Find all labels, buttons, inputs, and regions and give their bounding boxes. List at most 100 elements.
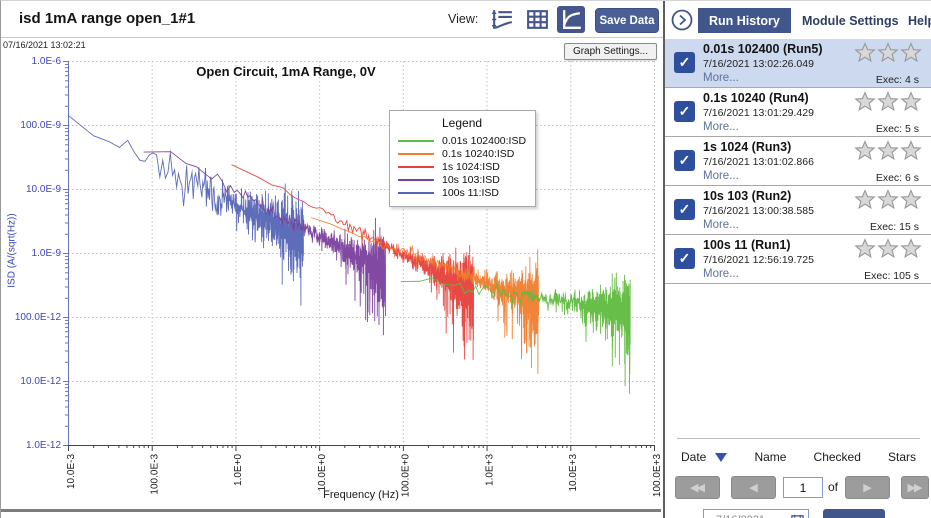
side-panel: Run History Module Settings Help ✓ 0.01s …: [663, 1, 931, 518]
date-picker-field[interactable]: 7/16/2021: [703, 509, 809, 518]
legend-entry: 100s 11:ISD: [398, 186, 529, 199]
run-checkbox[interactable]: ✓: [674, 199, 695, 220]
legend-swatch: [398, 140, 434, 142]
bottom-cut-row: 7/16/2021: [665, 506, 931, 518]
graph-settings-button[interactable]: Graph Settings...: [564, 43, 657, 60]
star-icon[interactable]: [877, 91, 899, 112]
legend-swatch: [398, 153, 434, 155]
star-icon[interactable]: [900, 91, 922, 112]
legend-entry: 0.01s 102400:ISD: [398, 134, 529, 147]
star-icon[interactable]: [900, 42, 922, 63]
chevron-right-circle-icon: [671, 9, 693, 31]
run-history-item[interactable]: ✓ 10s 103 (Run2) 7/16/2021 13:00:38.585 Mor…: [665, 186, 931, 235]
graph-view-button[interactable]: [557, 6, 585, 33]
panel-bottom-bar: Date Name Checked Stars ◀◀ ◀ of 1 ▶ ▶▶: [665, 438, 931, 518]
run-history-list: ✓ 0.01s 102400 (Run5) 7/16/2021 13:02:26.0…: [665, 39, 931, 284]
run-exec-time: Exec: 5 s: [876, 123, 919, 135]
sort-by-name[interactable]: Name: [754, 450, 786, 464]
legend-label: 1s 1024:ISD: [442, 161, 500, 173]
bottom-divider: [677, 438, 920, 439]
panel-tab-bar: Run History Module Settings Help: [665, 1, 931, 39]
pane-bottom-divider: [1, 509, 661, 512]
legend-entry: 1s 1024:ISD: [398, 160, 529, 173]
first-page-button[interactable]: ◀◀: [675, 476, 720, 499]
legend-label: 10s 103:ISD: [442, 174, 500, 186]
star-icon[interactable]: [877, 140, 899, 161]
star-icon[interactable]: [877, 42, 899, 63]
run-more-link[interactable]: More...: [703, 170, 739, 182]
sort-by-checked[interactable]: Checked: [814, 450, 861, 464]
sort-date-label: Date: [681, 450, 706, 464]
run-exec-time: Exec: 6 s: [876, 172, 919, 184]
run-exec-time: Exec: 105 s: [864, 270, 919, 282]
pager: ◀◀ ◀ of 1 ▶ ▶▶: [665, 476, 931, 499]
plot-timestamp: 07/16/2021 13:02:21: [3, 40, 86, 50]
legend-label: 0.01s 102400:ISD: [442, 135, 526, 147]
run-rating[interactable]: [854, 189, 922, 210]
run-checkbox[interactable]: ✓: [674, 52, 695, 73]
page-title: isd 1mA range open_1#1: [19, 10, 195, 27]
run-checkbox[interactable]: ✓: [674, 150, 695, 171]
tab-help[interactable]: Help: [897, 8, 931, 33]
run-name: 10s 103 (Run2): [703, 189, 791, 203]
run-timestamp: 7/16/2021 13:01:29.429: [703, 107, 814, 119]
star-icon[interactable]: [877, 189, 899, 210]
graph-pane: isd 1mA range open_1#1 View:: [1, 1, 663, 518]
panel-collapse-button[interactable]: [671, 9, 693, 31]
run-checkbox[interactable]: ✓: [674, 101, 695, 122]
run-timestamp: 7/16/2021 13:00:38.585: [703, 205, 814, 217]
star-icon[interactable]: [854, 140, 876, 161]
star-icon[interactable]: [900, 238, 922, 259]
bottom-action-button[interactable]: [823, 509, 885, 518]
run-more-link[interactable]: More...: [703, 219, 739, 231]
run-history-item[interactable]: ✓0.1s 10240 (Run4)7/16/2021 13:01:29.429…: [665, 88, 931, 137]
chart-legend: Legend 0.01s 102400:ISD0.1s 10240:ISD1s …: [389, 110, 536, 207]
star-icon[interactable]: [854, 189, 876, 210]
tab-module-settings[interactable]: Module Settings: [791, 8, 910, 33]
date-value: 7/16/2021: [716, 514, 765, 518]
run-history-item[interactable]: ✓100s 11 (Run1)7/16/2021 12:56:19.725Mor…: [665, 235, 931, 284]
star-icon[interactable]: [877, 238, 899, 259]
next-page-button[interactable]: ▶: [845, 476, 890, 499]
run-history-item[interactable]: ✓1s 1024 (Run3)7/16/2021 13:01:02.866Mor…: [665, 137, 931, 186]
star-icon[interactable]: [854, 238, 876, 259]
calendar-icon: [791, 514, 804, 518]
run-name: 0.01s 102400 (Run5): [703, 42, 823, 56]
legend-swatch: [398, 192, 434, 194]
x-axis-title: Frequency (Hz): [271, 489, 451, 501]
run-exec-time: Exec: 15 s: [870, 221, 919, 233]
legend-entry: 10s 103:ISD: [398, 173, 529, 186]
star-icon[interactable]: [900, 140, 922, 161]
of-text: of: [828, 480, 838, 494]
sort-by-date[interactable]: Date: [681, 450, 727, 464]
run-name: 1s 1024 (Run3): [703, 140, 791, 154]
run-rating[interactable]: [854, 42, 922, 63]
sort-by-stars[interactable]: Stars: [888, 450, 916, 464]
star-icon[interactable]: [900, 189, 922, 210]
previous-page-button[interactable]: ◀: [731, 476, 776, 499]
run-rating[interactable]: [854, 140, 922, 161]
chart-title: Open Circuit, 1mA Range, 0V: [161, 64, 411, 79]
table-view-icon: [525, 7, 550, 32]
page-number-input[interactable]: [783, 477, 823, 498]
tab-run-history[interactable]: Run History: [698, 8, 791, 33]
star-icon[interactable]: [854, 91, 876, 112]
last-page-button[interactable]: ▶▶: [901, 476, 929, 499]
combined-view-button[interactable]: [488, 6, 516, 33]
save-data-button[interactable]: Save Data: [595, 8, 659, 33]
run-rating[interactable]: [854, 91, 922, 112]
view-label: View:: [448, 12, 478, 26]
run-checkbox[interactable]: ✓: [674, 248, 695, 269]
run-more-link[interactable]: More...: [703, 72, 739, 84]
run-more-link[interactable]: More...: [703, 121, 739, 133]
star-icon[interactable]: [854, 42, 876, 63]
run-exec-time: Exec: 4 s: [876, 74, 919, 86]
legend-swatch: [398, 179, 434, 181]
table-view-button[interactable]: [523, 6, 551, 33]
sort-direction-icon: [715, 453, 727, 462]
run-rating[interactable]: [854, 238, 922, 259]
run-history-item[interactable]: ✓ 0.01s 102400 (Run5) 7/16/2021 13:02:26.0…: [665, 39, 931, 88]
run-timestamp: 7/16/2021 13:02:26.049: [703, 58, 814, 70]
combined-view-icon: [490, 7, 515, 32]
run-more-link[interactable]: More...: [703, 268, 739, 280]
